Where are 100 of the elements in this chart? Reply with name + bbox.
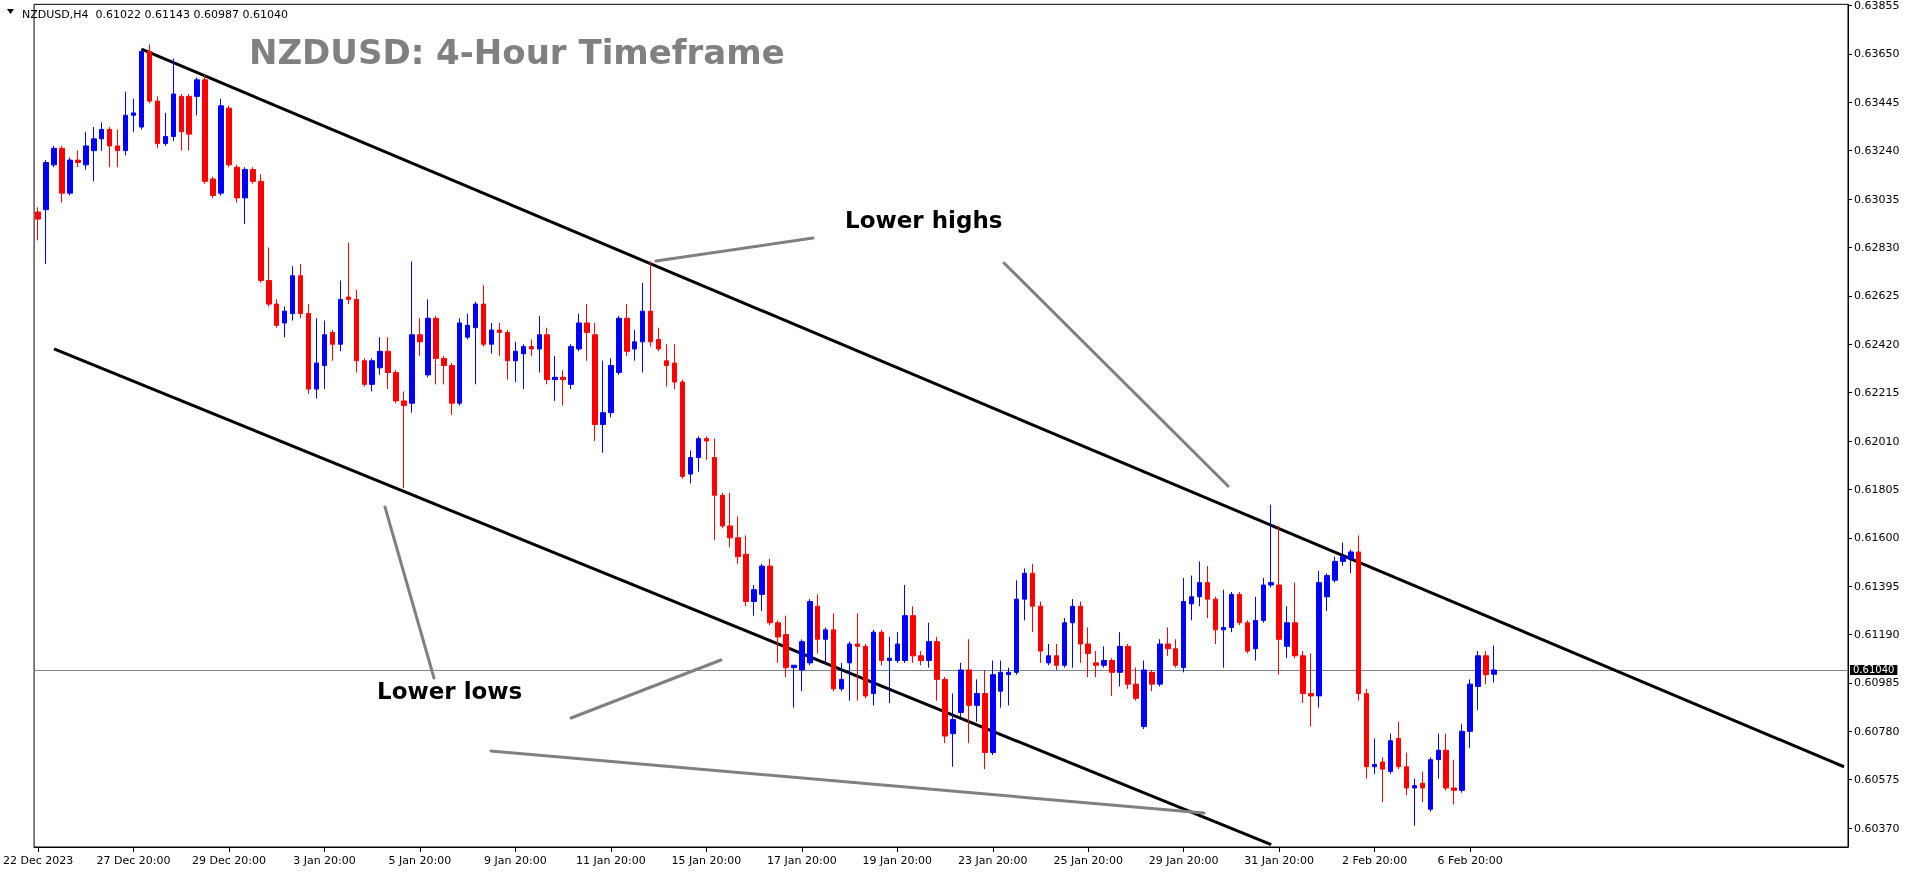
candlestick [1443,733,1449,791]
candlestick [1356,534,1361,702]
candlestick [799,638,805,692]
candlestick [433,315,439,385]
x-tick-label: 15 Jan 20:00 [671,854,742,867]
candlestick [1221,589,1226,669]
candlestick [712,438,717,541]
candlestick [863,643,868,699]
candlestick [338,279,343,352]
candlestick [521,343,526,390]
candlestick [1316,570,1322,709]
candlestick [552,355,558,402]
candlestick [831,612,836,692]
candlestick [242,166,248,225]
candlestick [735,516,741,565]
candlestick [879,629,884,666]
x-tick-label: 3 Jan 20:00 [293,854,356,867]
candlestick [847,641,852,702]
candlestick [696,435,701,473]
candlestick [672,343,677,390]
candlestick [680,379,685,480]
candlestick [274,298,279,329]
candlestick [481,284,486,348]
candlestick [1205,565,1210,619]
candlestick [1412,778,1417,827]
candlestick [369,357,375,392]
candlestick [43,159,49,265]
x-tick-label: 11 Jan 20:00 [576,854,646,867]
y-tick-label: 0.60780 [1854,724,1900,738]
x-tick-label: 17 Jan 20:00 [766,854,837,867]
candlestick [958,662,964,718]
candlestick [887,636,892,704]
candlestick [1197,560,1202,607]
candlestick [934,636,940,702]
candlestick [616,315,622,376]
y-tick-label: 0.62830 [1854,240,1900,254]
candlestick [377,336,383,376]
candlestick [163,112,168,147]
candlestick [632,329,637,362]
candlestick [600,360,606,454]
candlestick [1062,617,1067,669]
y-tick-label: 0.62215 [1854,386,1900,400]
candlestick [759,563,765,612]
candlestick [1085,626,1091,678]
candlestick [656,327,661,352]
candlestick [664,343,669,388]
candlestick [743,534,749,607]
candlestick [1229,591,1234,633]
candlestick [704,435,709,461]
candlestick [926,622,932,669]
candlestick [473,301,478,385]
candlestick [1451,759,1457,806]
candlestick [1078,601,1083,664]
candlestick [966,638,972,744]
y-tick-label: 0.61395 [1854,579,1900,593]
x-tick-label: 2 Feb 20:00 [1342,854,1408,867]
y-tick-label: 0.60985 [1854,676,1900,690]
candlestick [1141,660,1147,730]
candlestick [194,76,200,116]
text: NZDUSD: 4-Hour Timeframe [249,32,785,72]
candlestick [202,74,208,185]
candlestick [791,664,797,709]
candlestick [314,317,319,400]
candlestick [441,355,447,385]
candlestick [950,693,956,768]
candlestick [282,305,287,338]
candlestick [393,369,399,404]
candlestick [457,317,462,407]
annotation: Lower lows [377,677,523,704]
candlestick [449,362,455,416]
candlestick [1245,619,1250,654]
candlestick [115,128,120,168]
annotation: Lower highs [845,206,1003,233]
candlestick [1093,650,1099,678]
candlestick [35,206,41,241]
x-tick-label: 22 Dec 2023 [2,854,74,867]
candlestick [234,164,240,204]
candlestick [1181,577,1186,673]
candlestick [1237,591,1242,626]
candlestick [974,678,980,723]
candlestick [902,584,908,664]
candlestick [624,303,630,357]
x-tick-label: 29 Jan 20:00 [1148,854,1219,867]
y-tick-label: 0.63240 [1854,144,1900,158]
candlestick [1396,721,1401,770]
candlestick [1261,577,1266,624]
candlestick [1364,688,1369,780]
candlestick [1189,575,1194,621]
candlestick [1070,598,1075,669]
candlestick [1268,504,1274,588]
candlestick [1006,667,1011,706]
candlestick [385,336,391,390]
candlestick [417,317,423,357]
y-tick-label: 0.61600 [1854,531,1900,545]
x-tick-label: 25 Jan 20:00 [1053,854,1124,867]
candlestick [91,126,97,182]
candlestick [815,593,820,654]
candlestick [401,390,407,489]
candlestick [537,315,542,374]
candlestick [1459,723,1465,794]
